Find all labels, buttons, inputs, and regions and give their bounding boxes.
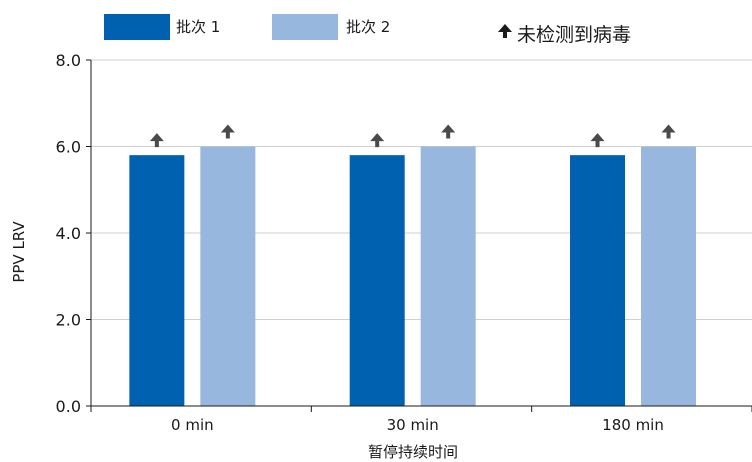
bar: [641, 146, 697, 406]
bar: [200, 146, 256, 406]
bar: [349, 155, 405, 406]
legend-swatch-batch-2: [272, 14, 338, 40]
y-tick-label: 6.0: [56, 138, 81, 157]
legend-label-batch-2: 批次 2: [346, 18, 390, 36]
bars: [129, 146, 697, 406]
y-tick-label: 0.0: [56, 397, 81, 416]
legend-note-no-virus-detected: 未检测到病毒: [517, 24, 631, 46]
up-arrow-icon-shape: [498, 24, 512, 38]
y-tick-label: 8.0: [56, 51, 81, 70]
up-arrow-icon: [149, 133, 164, 148]
not-detected-markers: [149, 124, 676, 148]
x-category-label: 30 min: [387, 416, 439, 434]
legend-label-batch-1: 批次 1: [176, 18, 220, 36]
axes: [86, 59, 752, 412]
up-arrow-icon: [220, 124, 235, 139]
up-arrow-icon: [441, 124, 456, 139]
y-tick-label: 4.0: [56, 224, 81, 243]
bar: [570, 155, 626, 406]
y-tick-label: 2.0: [56, 311, 81, 330]
legend: 批次 1 批次 2 未检测到病毒: [104, 14, 631, 46]
x-category-labels: 0 min 30 min 180 min: [171, 416, 664, 434]
legend-swatch-batch-1: [104, 14, 170, 40]
up-arrow-icon: [590, 133, 605, 148]
up-arrow-icon: [498, 24, 512, 38]
up-arrow-icon: [661, 124, 676, 139]
bar: [420, 146, 476, 406]
x-category-label: 0 min: [171, 416, 214, 434]
x-axis-title: 暂停持续时间: [368, 443, 458, 461]
bar: [129, 155, 185, 406]
y-axis-title: PPV LRV: [10, 221, 28, 283]
up-arrow-icon: [370, 133, 385, 148]
x-category-label: 180 min: [602, 416, 664, 434]
y-tick-labels: 0.0 2.0 4.0 6.0 8.0: [56, 51, 81, 416]
